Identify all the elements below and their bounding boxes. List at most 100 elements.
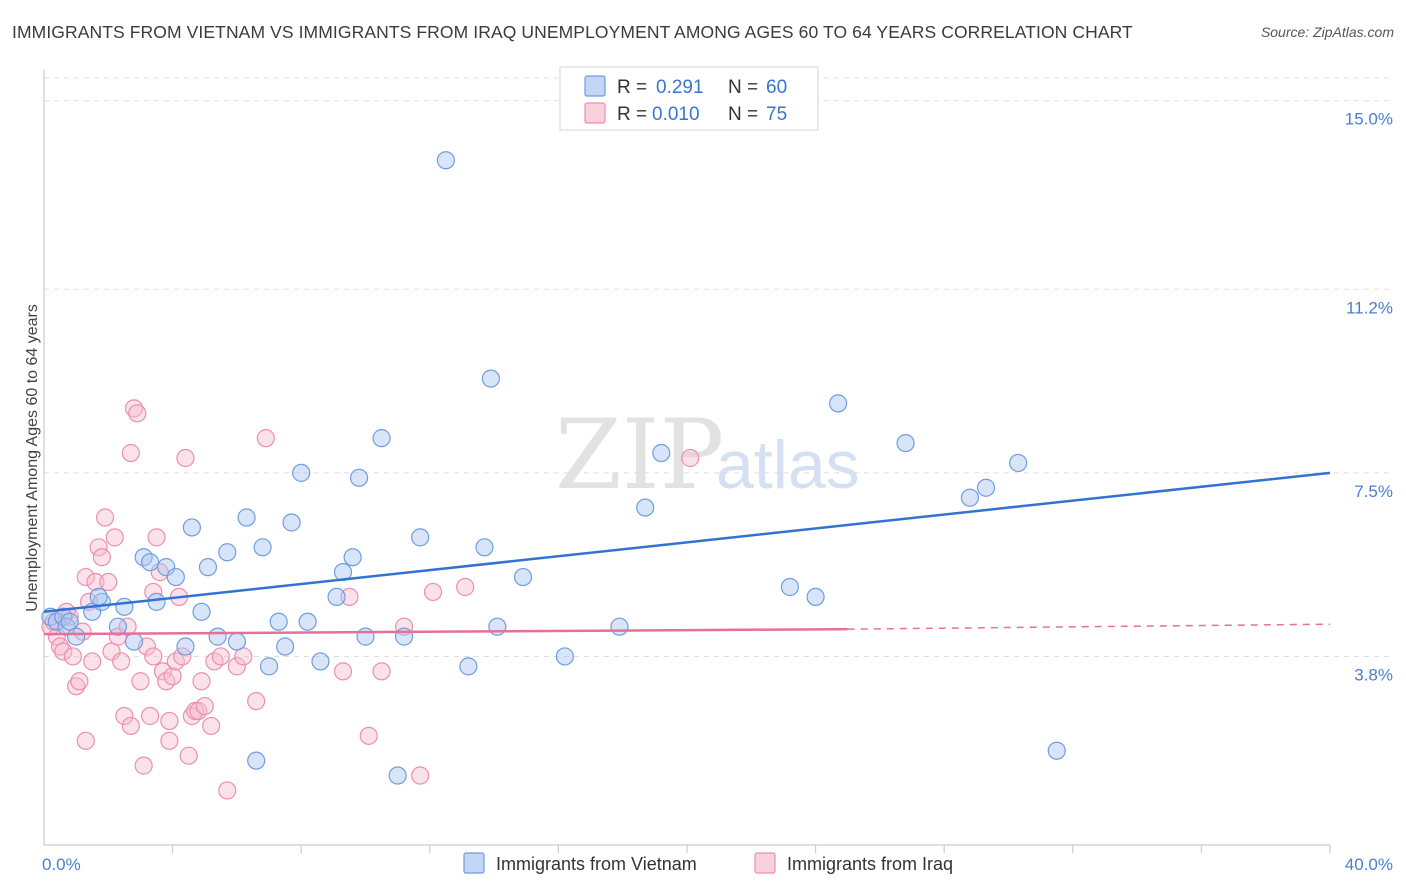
x-tick-label-min: 0.0% [42,855,81,874]
vietnam-point [829,394,848,413]
vietnam-point [481,369,500,388]
iraq-point [681,448,700,468]
watermark-zip: ZIP [555,399,724,511]
iraq-point [112,652,131,671]
vietnam-point [282,513,301,532]
iraq-point [256,429,275,448]
iraq-point [105,528,124,547]
vietnam-point [237,508,256,527]
iraq-point [131,672,150,691]
bottom-legend-label-iraq: Immigrants from Iraq [787,854,953,874]
trend-line-vietnam [43,471,1331,614]
iraq-point [54,642,73,661]
y-tick-label: 11.2% [1346,298,1393,317]
vietnam-point [89,587,108,607]
source-label: Source: ZipAtlas.com [1260,24,1394,40]
iraq-point [372,662,391,681]
vietnam-point [475,538,494,557]
y-tick-label: 15.0% [1345,110,1393,129]
trend-line-iraq-extension [847,623,1331,630]
watermark: ZIP atlas [555,399,860,511]
legend-n-value-iraq: 75 [766,104,787,125]
vietnam-point [198,558,218,577]
legend-r-label-vietnam: R = [617,77,647,98]
legend-n-label-vietnam: N = [728,77,758,98]
legend-r-value-vietnam: 0.291 [656,77,704,98]
iraq-point [163,667,182,686]
legend-n-label-iraq: N = [728,104,758,125]
vietnam-point [488,617,507,636]
vietnam-point [276,637,295,656]
legend-r-label-iraq: R = [617,104,647,125]
series-iraq-points [41,399,700,800]
vietnam-point [976,478,996,497]
vietnam-point [411,528,430,547]
iraq-point [202,716,221,736]
vietnam-point [636,498,655,517]
iraq-point [218,781,237,800]
trend-line-iraq [43,627,848,636]
iraq-point [211,647,230,666]
iraq-point [134,756,153,775]
iraq-point [359,726,378,745]
iraq-point [411,766,430,785]
vietnam-point [372,429,391,448]
vietnam-point [147,592,166,611]
vietnam-point [896,433,915,453]
vietnam-point [292,463,311,482]
vietnam-point [652,443,671,463]
iraq-point [160,731,179,750]
vietnam-point [115,597,134,616]
iraq-point [147,528,166,547]
iraq-point [153,662,173,681]
vietnam-point [555,647,574,666]
iraq-point [192,672,211,691]
vietnam-point [176,637,195,656]
iraq-point [115,706,134,726]
bottom-legend-swatch-vietnam [463,852,485,874]
iraq-point [83,652,102,671]
legend-n-value-vietnam: 60 [766,77,787,98]
vietnam-point [227,632,246,651]
iraq-point [423,582,443,602]
vietnam-point [1047,741,1066,760]
iraq-point [456,577,475,597]
y-tick-label: 7.5% [1354,482,1393,501]
iraq-point [176,448,195,468]
iraq-point [144,647,163,666]
series-vietnam-points [41,151,1066,785]
iraq-point [95,508,115,527]
iraq-point [340,587,359,607]
legend-r-value-iraq: 0.010 [652,104,700,125]
iraq-point [67,677,86,696]
x-tick-label-max: 40.0% [1345,855,1393,874]
vietnam-point [610,617,629,636]
vietnam-point [166,567,185,587]
vietnam-point [436,151,455,170]
grid-lines [44,77,1393,657]
iraq-point [195,696,214,716]
bottom-legend-swatch-iraq [754,852,776,874]
trend-lines [43,471,1331,636]
vietnam-point [459,657,478,676]
vietnam-point [1009,453,1028,473]
iraq-point [76,567,95,587]
iraq-point [70,672,89,691]
vietnam-point [513,567,533,587]
iraq-point [121,443,140,463]
vietnam-point [253,538,272,557]
vietnam-point [218,543,237,562]
y-tick-label: 3.8% [1354,665,1393,684]
vietnam-point [343,548,362,567]
legend-bottom: Immigrants from Vietnam Immigrants from … [463,852,953,874]
vietnam-point [208,627,227,646]
vietnam-point [298,612,317,631]
iraq-point [92,548,111,567]
vietnam-point [780,577,799,597]
vietnam-point [157,558,176,577]
y-axis-label: Unemployment Among Ages 60 to 64 years [24,304,41,612]
vietnam-point [140,553,160,572]
vietnam-point [388,766,407,785]
iraq-point [50,637,70,656]
